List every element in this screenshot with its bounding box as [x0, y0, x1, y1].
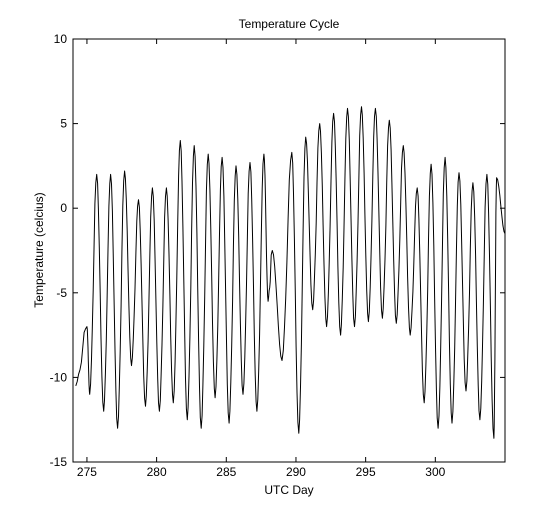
y-tick-label: 10	[54, 32, 68, 46]
x-tick-label: 280	[147, 465, 167, 479]
y-tick-label: -15	[50, 455, 68, 469]
y-tick-label: 5	[60, 117, 67, 131]
y-axis-label: Temperature (celcius)	[32, 192, 46, 307]
plot-frame	[72, 38, 506, 463]
chart-title: Temperature Cycle	[239, 17, 340, 31]
plot-area-background	[73, 39, 505, 462]
y-tick-label: 0	[60, 201, 67, 215]
x-axis-label: UTC Day	[264, 483, 313, 497]
temperature-line	[75, 106, 506, 439]
x-tick-label: 275	[77, 465, 97, 479]
x-tick-label: 290	[286, 465, 306, 479]
series-layer	[75, 106, 506, 439]
y-tick-label: -5	[56, 286, 67, 300]
x-tick-label: 300	[425, 465, 445, 479]
y-tick-label: -10	[50, 370, 68, 384]
x-tick-label: 295	[356, 465, 376, 479]
x-tick-label: 285	[216, 465, 236, 479]
